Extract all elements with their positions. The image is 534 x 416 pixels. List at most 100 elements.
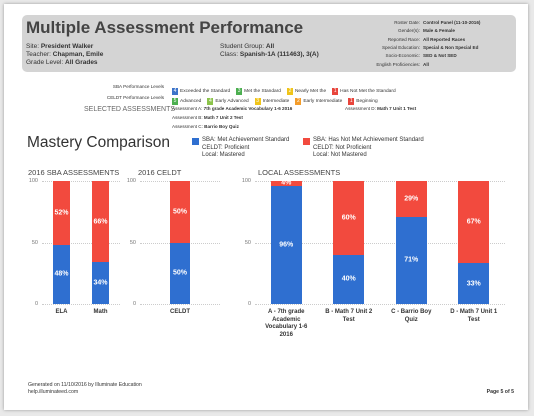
level-badge: 2 bbox=[295, 98, 302, 106]
level-badge: 5 bbox=[172, 98, 178, 106]
legend-swatch bbox=[192, 138, 199, 145]
assessment-value: 7th grade Academic Vocabulary 1-6 2016 bbox=[203, 106, 293, 111]
value-label: 4% bbox=[281, 179, 292, 187]
assessment: Assessment C: Barrio Boy Quiz bbox=[172, 124, 239, 129]
level-badge: 4 bbox=[172, 87, 178, 95]
value-label: 96% bbox=[279, 241, 294, 249]
class-value: Spanish-1A (111463), 3(A) bbox=[239, 51, 319, 58]
assessment-label: Assessment B: bbox=[172, 115, 203, 120]
legend-text: Local: Not Mastered bbox=[313, 152, 367, 158]
assessment-label: Assessment D: bbox=[345, 106, 376, 111]
roster-label: Special Education: bbox=[381, 44, 420, 50]
legend-swatch bbox=[303, 138, 310, 145]
teacher: Teacher: Chapman, Emile bbox=[26, 51, 103, 58]
y-tick-label: 100 bbox=[241, 178, 251, 184]
x-tick-label: Math bbox=[93, 309, 108, 315]
value-label: 50% bbox=[172, 208, 187, 216]
grid-line bbox=[140, 304, 220, 305]
roster-value: Control Panel (11-10-2016) bbox=[423, 20, 481, 25]
legend-text: CELDT: Not Proficient bbox=[313, 144, 372, 151]
x-tick-label: C - Barrio Boy Quiz bbox=[391, 309, 432, 323]
chart-title: 2016 CELDT bbox=[138, 168, 182, 177]
report-title: Multiple Assessment Performance bbox=[26, 18, 304, 37]
levels-label: SBA Performance Levels bbox=[112, 84, 164, 89]
footer-help: help.illuminateed.com bbox=[28, 389, 79, 395]
y-tick-label: 0 bbox=[132, 301, 136, 307]
footer-page: Page 5 of 5 bbox=[486, 389, 514, 395]
bar-segment bbox=[395, 181, 427, 217]
x-tick-label: D - Math 7 Unit 1 Test bbox=[450, 309, 498, 323]
level-text: Exceeded the Standard bbox=[180, 88, 231, 94]
roster-value: Special & Non Special Ed bbox=[423, 44, 479, 50]
level-text: Early Intermediate bbox=[303, 99, 343, 105]
y-tick-label: 100 bbox=[126, 178, 136, 184]
assessment-value: Math 7 Unit 2 Test bbox=[203, 115, 243, 120]
level-badge: 1 bbox=[348, 98, 355, 106]
bar-segment bbox=[92, 262, 109, 304]
value-label: 52% bbox=[54, 209, 69, 217]
grid-line bbox=[255, 181, 505, 182]
teacher-label: Teacher: bbox=[26, 51, 51, 58]
bar-segment bbox=[170, 181, 190, 243]
site: Site: President Walker bbox=[26, 43, 93, 50]
y-tick-label: 50 bbox=[129, 239, 136, 246]
roster-value: SED & Not SED bbox=[423, 53, 457, 59]
class-label: Class: bbox=[220, 51, 239, 58]
assessment-label: Assessment A: bbox=[172, 106, 203, 111]
x-tick-label: CELDT bbox=[170, 309, 190, 315]
y-tick-label: 0 bbox=[34, 301, 38, 307]
value-label: 60% bbox=[341, 214, 356, 222]
grid-line bbox=[42, 304, 120, 305]
bar-segment bbox=[395, 216, 427, 304]
assessment-value: Math 7 Unit 1 Test bbox=[377, 106, 417, 111]
value-label: 50% bbox=[172, 269, 187, 277]
value-label: 71% bbox=[404, 256, 419, 264]
grade-level: Grade Level: All Grades bbox=[26, 59, 98, 66]
roster-label: English Proficiencies: bbox=[376, 61, 420, 67]
header-box bbox=[22, 15, 516, 72]
x-tick-label: ELA bbox=[55, 309, 68, 315]
levels-row: 4 Exceeded the Standard 3 Met the Standard 2… bbox=[172, 83, 402, 101]
teacher-value: Chapman, Emile bbox=[52, 51, 104, 58]
grade-level-value: All Grades bbox=[65, 59, 98, 66]
roster-value: All bbox=[423, 61, 429, 67]
y-tick-label: 50 bbox=[244, 239, 251, 246]
assessment: Assessment B: Math 7 Unit 2 Test bbox=[172, 115, 243, 120]
student-group-label: Student Group: bbox=[220, 43, 265, 50]
value-label: 48% bbox=[54, 270, 69, 278]
bar-segment bbox=[458, 181, 490, 264]
assessment-value: Barrio Boy Quiz bbox=[204, 124, 239, 129]
level-badge: 3 bbox=[236, 87, 243, 95]
legend-text: SBA: Met Achievement Standard bbox=[202, 137, 290, 143]
y-tick-label: 100 bbox=[28, 178, 38, 184]
x-tick-label: A - 7th grade Academic Vocabulary 1-6 20… bbox=[265, 309, 308, 338]
y-tick-label: 50 bbox=[31, 239, 38, 246]
roster-value: All Reported Races bbox=[423, 36, 466, 42]
level-badge: 3 bbox=[254, 98, 261, 106]
bar-segment bbox=[92, 181, 109, 263]
value-label: 40% bbox=[341, 275, 356, 283]
roster-label: Reported Race: bbox=[387, 36, 420, 42]
grade-level-label: Grade Level: bbox=[26, 59, 64, 66]
value-label: 67% bbox=[466, 218, 481, 226]
report-page: Multiple Assessment Performance Site: Pre… bbox=[4, 4, 528, 410]
roster-label: Gender(s): bbox=[398, 28, 420, 34]
assessment-label: Assessment C: bbox=[172, 124, 203, 129]
site-value: President Walker bbox=[40, 43, 94, 50]
footer-generated: Generated on 11/10/2016 by Illuminate Ed… bbox=[28, 382, 142, 388]
site-label: Site: bbox=[26, 43, 40, 50]
grid-line bbox=[42, 181, 120, 182]
level-text: Early Advanced bbox=[215, 99, 249, 105]
levels-label: CELDT Performance Levels bbox=[106, 94, 164, 100]
value-label: 33% bbox=[466, 280, 481, 288]
bar-segment bbox=[170, 242, 190, 304]
grid-line bbox=[255, 304, 505, 305]
level-text: Intermediate bbox=[262, 99, 290, 105]
bar-segment bbox=[333, 254, 365, 304]
legend-text: Local: Mastered bbox=[202, 152, 245, 158]
selected-label: SELECTED ASSESSMENTS bbox=[84, 106, 176, 113]
bar-segment bbox=[270, 185, 302, 304]
legend-text: SBA: Has Not Met Achievement Standard bbox=[313, 137, 424, 143]
grid-line bbox=[255, 242, 505, 244]
class: Class: Spanish-1A (111463), 3(A) bbox=[220, 51, 319, 58]
